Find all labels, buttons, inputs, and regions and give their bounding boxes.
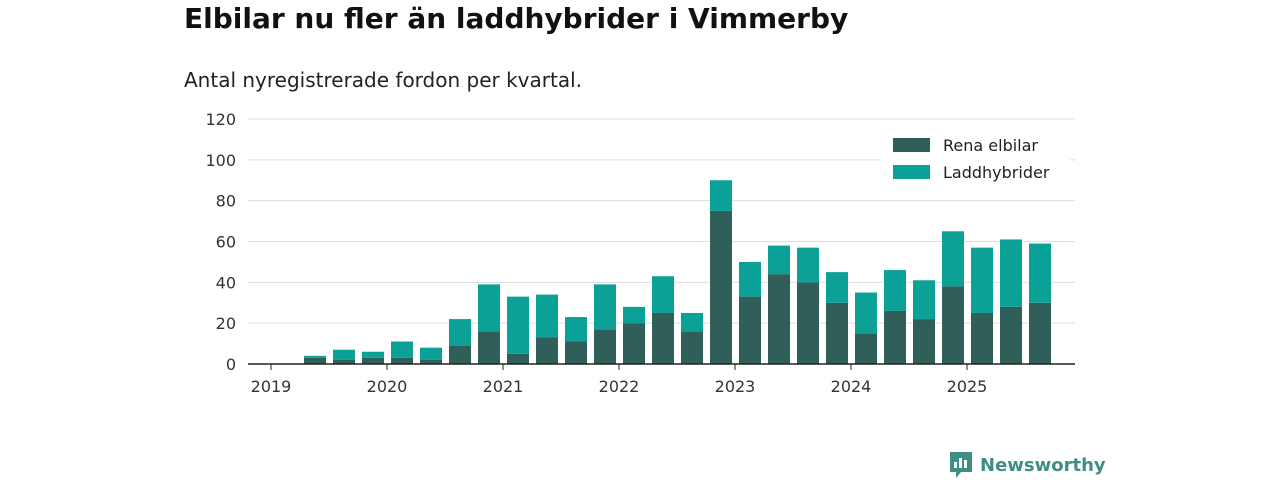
legend-swatch <box>893 165 930 179</box>
bar-laddhybrider <box>333 349 355 360</box>
bar-rena-elbilar <box>942 286 964 364</box>
bar-laddhybrider <box>1000 239 1022 307</box>
bar-rena-elbilar <box>420 359 442 364</box>
y-tick-label: 60 <box>216 233 236 252</box>
bar-rena-elbilar <box>797 282 819 364</box>
x-tick-label: 2025 <box>947 377 988 396</box>
bar-laddhybrider <box>391 341 413 358</box>
chart-subtitle: Antal nyregistrerade fordon per kvartal. <box>184 68 583 92</box>
y-tick-label: 20 <box>216 314 236 333</box>
bar-laddhybrider <box>710 180 732 211</box>
legend-label: Laddhybrider <box>943 163 1050 182</box>
bar-rena-elbilar <box>565 341 587 364</box>
bar-laddhybrider <box>594 284 616 330</box>
bar-rena-elbilar <box>333 359 355 364</box>
x-tick-label: 2021 <box>483 377 524 396</box>
bar-rena-elbilar <box>913 319 935 364</box>
chart-title: Elbilar nu fler än laddhybrider i Vimmer… <box>184 2 849 35</box>
bar-rena-elbilar <box>884 310 906 364</box>
bars <box>304 180 1051 364</box>
bar-laddhybrider <box>478 284 500 332</box>
bar-rena-elbilar <box>623 323 645 364</box>
bar-laddhybrider <box>855 292 877 334</box>
bar-laddhybrider <box>913 280 935 320</box>
newsworthy-logo: Newsworthy <box>948 450 1106 480</box>
newsworthy-icon <box>950 452 972 478</box>
bar-laddhybrider <box>362 351 384 358</box>
bar-laddhybrider <box>826 272 848 303</box>
stacked-bar-chart: 0 20 40 60 80 100 120 2019 2020 2021 2022 2023 2024 2… <box>205 110 1075 396</box>
bar-laddhybrider <box>449 319 471 346</box>
bar-laddhybrider <box>536 294 558 338</box>
y-tick-label: 120 <box>205 110 236 129</box>
y-tick-label: 0 <box>226 355 236 374</box>
brand-name: Newsworthy <box>980 454 1106 476</box>
legend-label: Rena elbilar <box>943 136 1038 155</box>
bar-rena-elbilar <box>391 357 413 364</box>
bar-rena-elbilar <box>971 312 993 364</box>
bar-rena-elbilar <box>1029 302 1051 364</box>
bar-rena-elbilar <box>536 337 558 364</box>
bar-laddhybrider <box>797 247 819 283</box>
x-tick-label: 2024 <box>831 377 872 396</box>
x-tick-label: 2019 <box>251 377 292 396</box>
bar-laddhybrider <box>1029 243 1051 303</box>
bar-laddhybrider <box>768 245 790 275</box>
bar-rena-elbilar <box>739 296 761 364</box>
bar-laddhybrider <box>971 247 993 313</box>
bar-rena-elbilar <box>710 210 732 364</box>
x-tick-label: 2022 <box>599 377 640 396</box>
bar-laddhybrider <box>884 270 906 311</box>
bar-laddhybrider <box>739 261 761 297</box>
y-tick-label: 100 <box>205 151 236 170</box>
bar-laddhybrider <box>681 312 703 332</box>
x-tick-label: 2023 <box>715 377 756 396</box>
bar-rena-elbilar <box>855 333 877 364</box>
bar-laddhybrider <box>623 306 645 324</box>
bar-rena-elbilar <box>826 302 848 364</box>
bar-laddhybrider <box>507 296 529 354</box>
x-tick-label: 2020 <box>367 377 408 396</box>
axes: 0 20 40 60 80 100 120 2019 2020 2021 2022 2023 2024 2… <box>205 110 1075 396</box>
bar-laddhybrider <box>652 276 674 313</box>
bar-rena-elbilar <box>449 345 471 364</box>
y-tick-label: 80 <box>216 192 236 211</box>
legend: Rena elbilar Laddhybrider <box>880 128 1070 188</box>
bar-rena-elbilar <box>681 331 703 364</box>
bar-rena-elbilar <box>507 353 529 364</box>
bar-laddhybrider <box>304 355 326 358</box>
bar-rena-elbilar <box>1000 306 1022 364</box>
bar-laddhybrider <box>565 317 587 342</box>
bar-rena-elbilar <box>594 329 616 364</box>
bar-rena-elbilar <box>304 357 326 364</box>
y-tick-label: 40 <box>216 273 236 292</box>
bar-rena-elbilar <box>478 331 500 364</box>
bar-laddhybrider <box>420 347 442 360</box>
bar-rena-elbilar <box>768 274 790 364</box>
bar-rena-elbilar <box>652 312 674 364</box>
bar-rena-elbilar <box>362 357 384 364</box>
legend-swatch <box>893 138 930 152</box>
bar-laddhybrider <box>942 231 964 287</box>
